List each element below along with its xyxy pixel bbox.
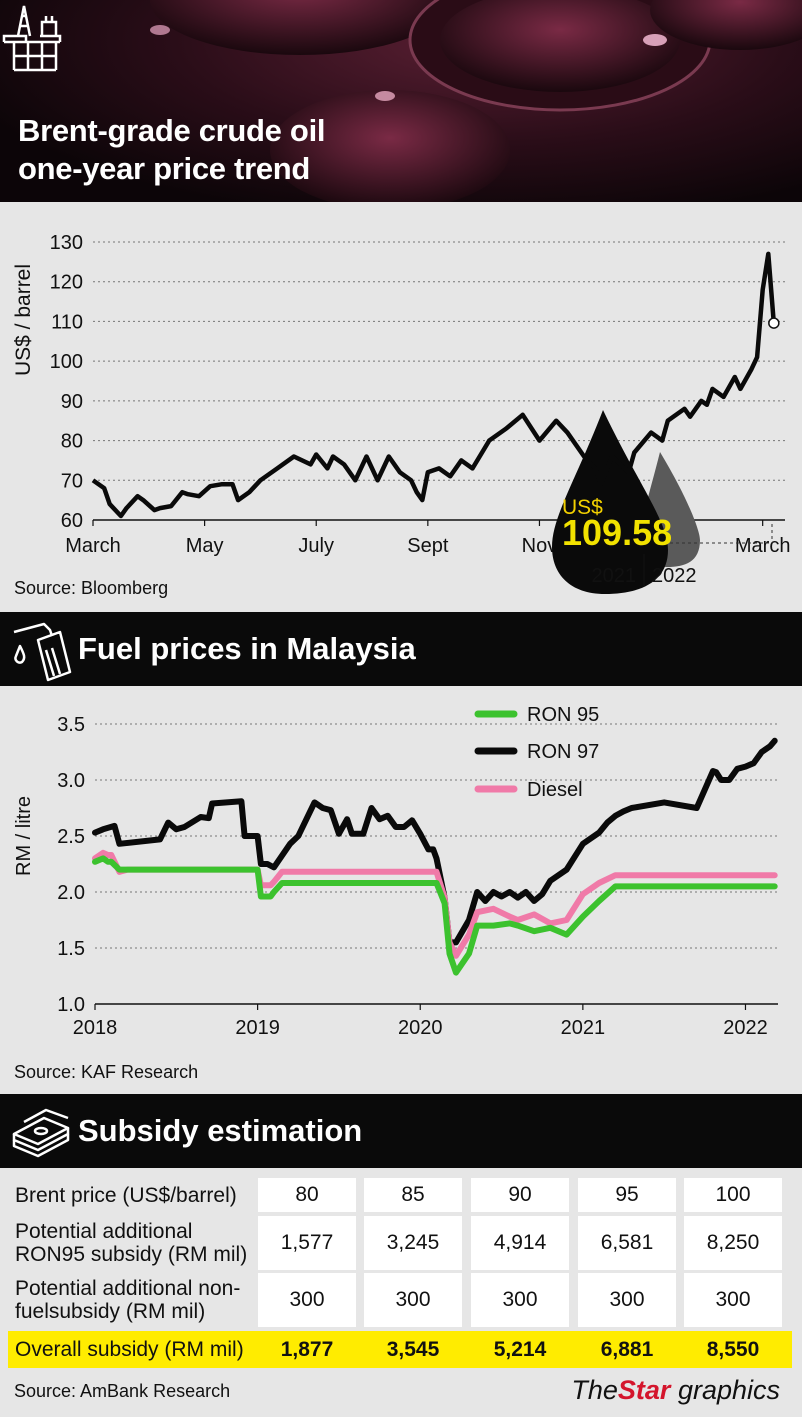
fuel-y-tick: 1.0 (57, 994, 85, 1016)
legend-label-ron95: RON 95 (527, 704, 599, 726)
fuel-y-axis-label: RM / litre (13, 796, 35, 876)
fuel-source: Source: KAF Research (14, 1062, 199, 1082)
table-cell: 90 (471, 1178, 569, 1212)
brent-y-axis-label: US$ / barrel (12, 264, 35, 376)
callout-price: 109.58 (562, 512, 672, 553)
table-cell: 6,581 (578, 1216, 676, 1270)
table-row-label: Potential additional RON95 subsidy (RM m… (15, 1220, 248, 1266)
fuel-title: Fuel prices in Malaysia (78, 631, 416, 666)
fuel-line-ron97 (92, 737, 778, 946)
table-cell: 300 (684, 1273, 782, 1327)
table-cell: 95 (578, 1178, 676, 1212)
table-cell: 4,914 (471, 1216, 569, 1270)
table-cell: 6,881 (600, 1337, 654, 1361)
table-cell: 85 (364, 1178, 462, 1212)
overall-row-highlight (8, 1331, 792, 1368)
table-cell: 300 (364, 1273, 462, 1327)
subsidy-title: Subsidy estimation (78, 1113, 363, 1148)
fuel-x-tick: 2020 (398, 1017, 443, 1039)
brent-x-tick: May (186, 535, 224, 557)
table-cell: 8,550 (706, 1337, 760, 1361)
brent-y-tick: 80 (61, 431, 83, 453)
brent-x-tick: Sept (407, 535, 449, 557)
table-cell: 8,250 (684, 1216, 782, 1270)
brent-x-tick: July (298, 535, 334, 557)
oil-rig-icon (2, 5, 62, 72)
fuel-x-tick: 2022 (723, 1017, 768, 1039)
brent-x-tick: March (65, 535, 121, 557)
callout-currency: US$ (562, 496, 603, 519)
oil-barrels-image (150, 0, 802, 202)
subsidy-source: Source: AmBank Research (14, 1381, 231, 1401)
fuel-pump-icon (13, 622, 72, 682)
money-stack-icon (12, 1108, 70, 1158)
brent-y-tick: 100 (50, 351, 83, 373)
legend-label-ron97: RON 97 (527, 741, 599, 763)
fuel-legend: RON 95 RON 97 Diesel (474, 704, 599, 801)
table-cell: 5,214 (493, 1337, 547, 1361)
brent-latest-point (768, 317, 780, 329)
subsidy-section-header: Subsidy estimation (0, 1094, 802, 1168)
brent-line-chart: 60 70 80 90 100 110 120 130 March May July Sept Nov… (12, 232, 791, 594)
brent-y-tick: 60 (61, 510, 83, 532)
title-line-1: Brent-grade crude oil (18, 113, 326, 148)
table-row-label: Brent price (US$/barrel) (15, 1183, 237, 1207)
hero-banner: Brent-grade crude oil one-year price tre… (0, 0, 802, 202)
table-cell: 3,545 (386, 1337, 440, 1361)
fuel-y-tick: 2.0 (57, 882, 85, 904)
fuel-line-chart: 1.01.52.02.53.03.5 2018 2019 2020 2021 2022 … (13, 704, 778, 1039)
thestar-logo: TheStar graphics (571, 1375, 780, 1405)
oil-drop-black-icon (552, 410, 668, 594)
fuel-section-header: Fuel prices in Malaysia (0, 612, 802, 686)
table-cell: 1,877 (280, 1337, 334, 1361)
fuel-y-tick: 2.5 (57, 826, 85, 848)
brent-chart-panel: 60 70 80 90 100 110 120 130 March May July Sept Nov… (0, 202, 802, 612)
table-row-label: Potential additional non-fuelsubsidy (RM… (15, 1277, 241, 1323)
brent-y-tick: 130 (50, 232, 83, 254)
table-cell: 300 (471, 1273, 569, 1327)
brent-x-tick: Nov (522, 535, 558, 557)
brent-chart-title: Brent-grade crude oil one-year price tre… (18, 112, 326, 188)
brent-y-tick: 70 (61, 470, 83, 492)
fuel-x-tick: 2018 (73, 1017, 118, 1039)
table-cell: 300 (258, 1273, 356, 1327)
title-line-2: one-year price trend (18, 151, 311, 186)
year-2021-label: 2021 (592, 565, 637, 587)
fuel-y-tick: 1.5 (57, 938, 85, 960)
table-cell: 300 (578, 1273, 676, 1327)
brent-price-line (91, 251, 777, 519)
brent-source: Source: Bloomberg (14, 578, 169, 598)
fuel-x-tick: 2021 (561, 1017, 606, 1039)
fuel-x-tick: 2019 (235, 1017, 280, 1039)
year-2022-label: 2022 (652, 565, 697, 587)
brent-x-tick: March (735, 535, 791, 557)
table-cell: 80 (258, 1178, 356, 1212)
fuel-chart-panel: 1.0 1.5 2.0 2.5 3.0 3.5 2018 2019 2020 2021 2022 … (0, 686, 802, 1094)
table-row-label: Overall subsidy (RM mil) (15, 1338, 244, 1361)
fuel-y-tick: 3.0 (57, 770, 85, 792)
table-cell: 3,245 (364, 1216, 462, 1270)
brent-y-tick: 120 (50, 272, 83, 294)
fuel-y-tick: 3.5 (57, 714, 85, 736)
legend-label-diesel: Diesel (527, 779, 583, 801)
table-cell: 100 (684, 1178, 782, 1212)
table-cell: 1,577 (258, 1216, 356, 1270)
brent-y-tick: 90 (61, 391, 83, 413)
fuel-line-ron95 (92, 855, 778, 976)
brent-y-tick: 110 (51, 311, 83, 333)
